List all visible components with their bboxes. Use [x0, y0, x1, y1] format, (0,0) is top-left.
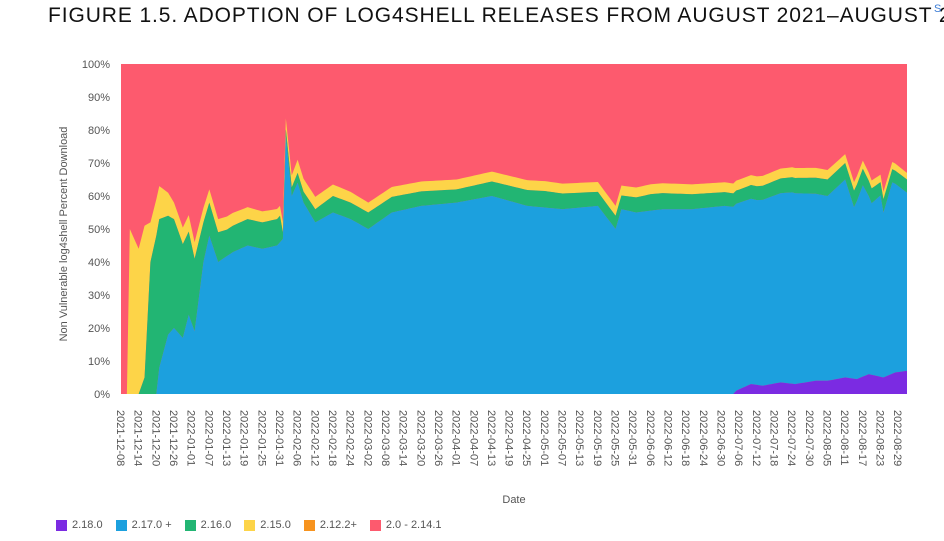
legend-label: 2.18.0 [72, 519, 103, 531]
x-axis-title: Date [502, 494, 525, 506]
legend-item[interactable]: 2.15.0 [244, 519, 291, 531]
figure-title: FIGURE 1.5. ADOPTION OF LOG4SHELL RELEAS… [48, 4, 944, 27]
legend-label: 2.17.0 + [131, 519, 172, 531]
legend-item[interactable]: 2.17.0 + [115, 519, 172, 531]
legend-item[interactable]: 2.18.0 [56, 519, 103, 531]
x-tick-label: 2022-04-01 [450, 410, 462, 466]
legend-swatch [184, 519, 196, 531]
y-axis-title: Non Vulnerable log4shell Percent Downloa… [58, 127, 70, 342]
legend-label: 2.16.0 [200, 519, 232, 531]
legend-swatch [303, 519, 315, 531]
x-tick-label: 2022-08-17 [856, 410, 868, 466]
x-axis: 2021-12-08 2021-12-14 2021-12-20 2021-12-26… [114, 410, 903, 466]
x-tick-label: 2022-02-06 [291, 410, 303, 466]
x-tick-label: 2022-08-29 [891, 410, 903, 466]
x-tick-label: 2022-07-12 [750, 410, 762, 466]
x-tick-label: 2022-03-02 [361, 410, 373, 466]
y-tick-label: 80% [88, 125, 110, 137]
legend-swatch [115, 519, 127, 531]
x-tick-label: 2022-01-13 [220, 410, 232, 466]
x-tick-label: 2022-08-05 [821, 410, 833, 466]
x-tick-label: 2022-08-11 [838, 410, 850, 465]
x-tick-label: 2021-12-14 [132, 410, 144, 466]
legend-item[interactable]: 2.12.2+ [303, 519, 357, 531]
y-tick-label: 70% [88, 158, 110, 170]
legend-swatch [56, 519, 67, 531]
y-tick-label: 0% [94, 389, 110, 401]
x-tick-label: 2022-04-07 [467, 410, 479, 466]
x-tick-label: 2022-05-07 [556, 410, 568, 466]
x-tick-label: 2021-12-20 [149, 410, 161, 466]
x-tick-label: 2022-07-30 [803, 410, 815, 466]
y-tick-label: 90% [88, 92, 110, 104]
y-tick-label: 20% [88, 323, 110, 335]
x-tick-label: 2022-07-06 [732, 410, 744, 466]
x-tick-label: 2022-03-08 [379, 410, 391, 466]
area-2-17-0 [121, 136, 907, 394]
x-tick-label: 2022-06-06 [644, 410, 656, 466]
legend-swatch [244, 519, 256, 531]
y-tick-label: 30% [88, 290, 110, 302]
x-tick-label: 2022-03-26 [432, 410, 444, 466]
series-areas [121, 118, 907, 394]
x-tick-label: 2022-05-13 [573, 410, 585, 466]
x-tick-label: 2022-02-24 [344, 410, 356, 466]
chart-legend: 2.18.0 2.17.0 + 2.16.0 2.15.0 2.12.2+ 2.0 - 2… [56, 519, 442, 531]
area-2-15-0 [121, 118, 907, 394]
legend-item[interactable]: 2.16.0 [184, 519, 232, 531]
area-2-18-0 [121, 370, 907, 394]
x-tick-label: 2022-03-20 [414, 410, 426, 466]
x-tick-label: 2022-01-25 [255, 410, 267, 466]
side-link-mark[interactable]: S [934, 3, 942, 15]
x-tick-label: 2022-04-13 [485, 410, 497, 466]
y-axis: 0% 10% 20% 30% 40% 50% 60% 70% 80% 90% 100% [82, 59, 110, 401]
x-tick-label: 2022-05-01 [538, 410, 550, 466]
x-tick-label: 2022-01-31 [273, 410, 285, 466]
x-tick-label: 2022-04-25 [520, 410, 532, 466]
legend-label: 2.12.2+ [319, 519, 357, 531]
area-2-16-0 [121, 129, 907, 394]
legend-label: 2.15.0 [260, 519, 291, 531]
y-tick-label: 10% [88, 356, 110, 368]
y-tick-label: 40% [88, 257, 110, 269]
x-tick-label: 2022-06-18 [679, 410, 691, 466]
legend-label: 2.0 - 2.14.1 [385, 519, 442, 531]
x-tick-label: 2022-07-18 [768, 410, 780, 466]
x-tick-label: 2021-12-08 [114, 410, 126, 466]
x-tick-label: 2022-06-12 [662, 410, 674, 466]
legend-item[interactable]: 2.0 - 2.14.1 [369, 519, 442, 531]
x-tick-label: 2022-01-07 [202, 410, 214, 466]
x-tick-label: 2022-06-24 [697, 410, 709, 466]
x-tick-label: 2022-01-19 [238, 410, 250, 466]
x-tick-label: 2022-01-01 [185, 410, 197, 466]
x-tick-label: 2022-02-12 [308, 410, 320, 466]
legend-swatch [369, 519, 381, 531]
x-tick-label: 2022-03-14 [397, 410, 409, 466]
y-tick-label: 50% [88, 224, 110, 236]
x-tick-label: 2022-02-18 [326, 410, 338, 466]
x-tick-label: 2022-05-31 [626, 410, 638, 466]
y-tick-label: 60% [88, 191, 110, 203]
x-tick-label: 2022-06-30 [715, 410, 727, 466]
x-tick-label: 2021-12-26 [167, 410, 179, 466]
x-tick-label: 2022-08-23 [874, 410, 886, 466]
x-tick-label: 2022-05-25 [609, 410, 621, 466]
x-tick-label: 2022-04-19 [503, 410, 515, 466]
x-tick-label: 2022-05-19 [591, 410, 603, 466]
x-tick-label: 2022-07-24 [785, 410, 797, 466]
y-tick-label: 100% [82, 59, 110, 71]
